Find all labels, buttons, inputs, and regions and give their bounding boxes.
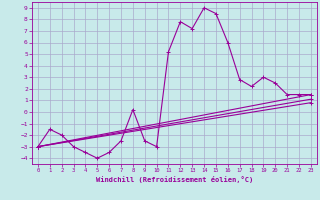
X-axis label: Windchill (Refroidissement éolien,°C): Windchill (Refroidissement éolien,°C) <box>96 176 253 183</box>
